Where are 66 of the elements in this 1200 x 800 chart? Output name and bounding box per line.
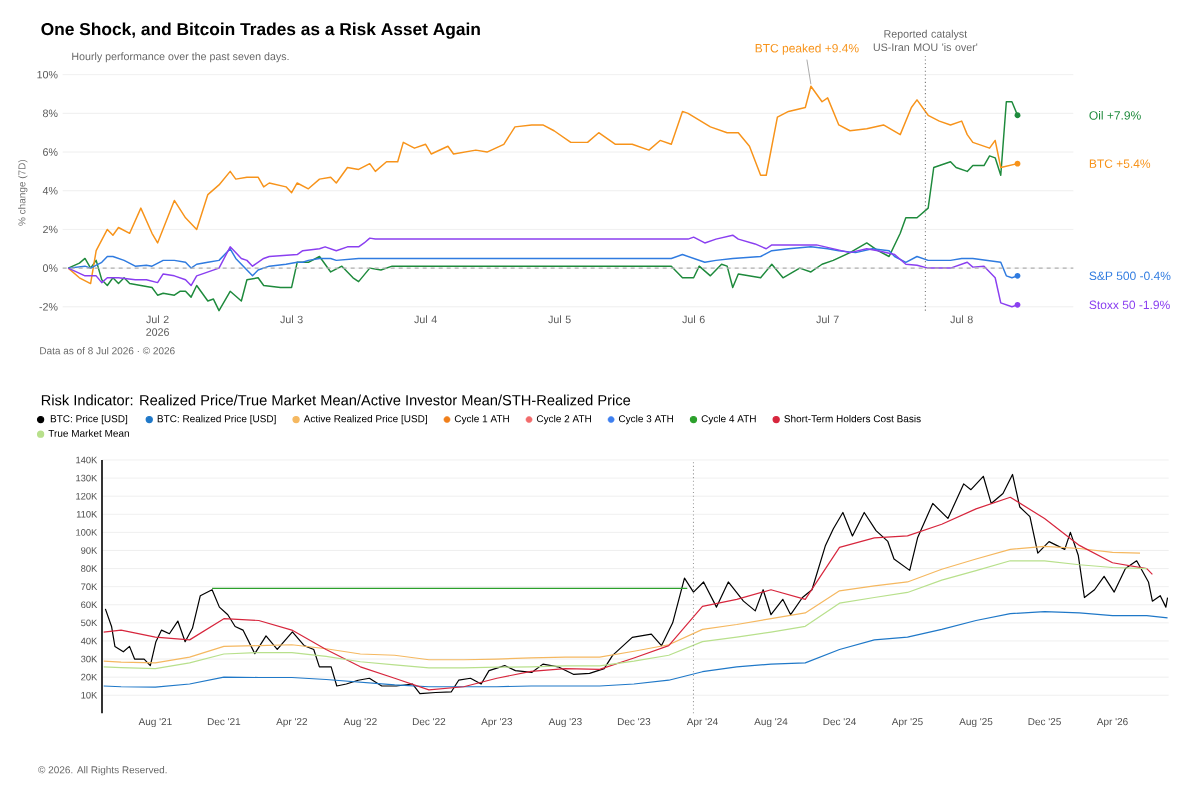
x-tick-label: Jul 7 bbox=[816, 315, 839, 324]
x-tick-label: Aug '23 bbox=[548, 718, 582, 728]
legend-label: True Market Mean bbox=[48, 429, 129, 437]
x-tick-label: Jul 8 bbox=[950, 315, 973, 324]
x-tick-label: Jul 6 bbox=[682, 315, 705, 324]
text: Data as of 8 Jul 2026 · © 2026 bbox=[40, 347, 175, 355]
y-tick-label: 80K bbox=[81, 565, 98, 572]
text: Stoxx 50 -1.9% bbox=[1089, 300, 1170, 310]
x-tick-label: Jul 2 2026 bbox=[146, 315, 169, 336]
legend-label: Cycle 2 ATH bbox=[536, 414, 591, 425]
y-tick-label: 70K bbox=[81, 583, 98, 590]
y-tick-label: 140K bbox=[76, 456, 98, 464]
x-tick-label: Aug '21 bbox=[138, 718, 172, 728]
text: S&P 500 -0.4% bbox=[1089, 271, 1171, 281]
legend-label: Active Realized Price [USD] bbox=[303, 414, 427, 425]
y-axis-title: % change (7D) bbox=[18, 159, 28, 226]
x-tick-label: Aug '22 bbox=[343, 718, 377, 728]
line-series bbox=[103, 545, 1141, 664]
annotation: BTC peaked +9.4% bbox=[755, 43, 859, 55]
y-tick-label: 130K bbox=[76, 474, 98, 482]
chart-title: One Shock, and Bitcoin Trades as a Risk Asset Again bbox=[41, 22, 480, 39]
x-tick-label: Dec '22 bbox=[412, 718, 446, 726]
y-tick-label: 110K bbox=[76, 510, 98, 518]
text: BTC +5.4% bbox=[1089, 159, 1151, 168]
y-tick-label: 120K bbox=[76, 492, 98, 500]
chart-title: Risk Indicator: Realized Price/True Market Mean/Active Investor Mean/STH-Realized Price bbox=[41, 394, 631, 406]
legend-label: Cycle 3 ATH bbox=[618, 414, 673, 425]
y-tick-label: 2% bbox=[43, 225, 58, 234]
line-series bbox=[103, 560, 1148, 670]
y-tick-label: 60K bbox=[81, 601, 98, 609]
legend-label: BTC: Realized Price [USD] bbox=[157, 414, 276, 425]
y-tick-label: 4% bbox=[42, 187, 58, 195]
y-tick-label: 50K bbox=[81, 619, 98, 627]
ref-line-label: Reported catalyst US-Iran MOU 'is over' bbox=[873, 29, 978, 52]
y-tick-label: 10K bbox=[81, 691, 98, 699]
y-tick-label: 0% bbox=[42, 264, 58, 272]
y-tick-label: 100K bbox=[76, 529, 98, 536]
x-tick-label: Dec '21 bbox=[207, 718, 241, 726]
y-tick-label: 30K bbox=[81, 655, 98, 663]
x-tick-label: Dec '23 bbox=[617, 718, 651, 726]
text: Oil +7.9% bbox=[1089, 110, 1141, 120]
y-tick-label: -2% bbox=[39, 303, 58, 311]
x-tick-label: Aug '25 bbox=[959, 718, 993, 728]
x-tick-label: Jul 5 bbox=[548, 315, 571, 324]
x-tick-label: Apr '22 bbox=[276, 718, 308, 728]
x-tick-label: Apr '24 bbox=[686, 718, 718, 728]
x-tick-label: Jul 4 bbox=[414, 315, 437, 324]
x-tick-label: Apr '25 bbox=[891, 718, 923, 728]
chart-subtitle: Hourly performance over the past seven days. bbox=[72, 52, 289, 63]
x-tick-label: Aug '24 bbox=[754, 718, 788, 728]
x-tick-label: Dec '24 bbox=[823, 718, 857, 726]
x-tick-label: Apr '26 bbox=[1096, 718, 1128, 728]
legend-label: Cycle 1 ATH bbox=[454, 414, 509, 425]
y-tick-label: 90K bbox=[81, 547, 98, 554]
text: © 2026. All Rights Reserved. bbox=[38, 766, 167, 776]
x-tick-label: Apr '23 bbox=[481, 718, 513, 728]
y-tick-label: 20K bbox=[81, 673, 98, 681]
y-tick-label: 8% bbox=[43, 109, 58, 118]
y-tick-label: 10% bbox=[37, 70, 58, 79]
x-tick-label: Dec '25 bbox=[1028, 718, 1061, 726]
y-tick-label: 40K bbox=[80, 637, 98, 645]
legend-label: BTC: Price [USD] bbox=[50, 414, 128, 425]
x-tick-label: Jul 3 bbox=[280, 315, 303, 324]
legend-label: Cycle 4 ATH bbox=[701, 414, 756, 425]
y-tick-label: 6% bbox=[43, 148, 58, 156]
legend-label: Short-Term Holders Cost Basis bbox=[784, 414, 921, 423]
